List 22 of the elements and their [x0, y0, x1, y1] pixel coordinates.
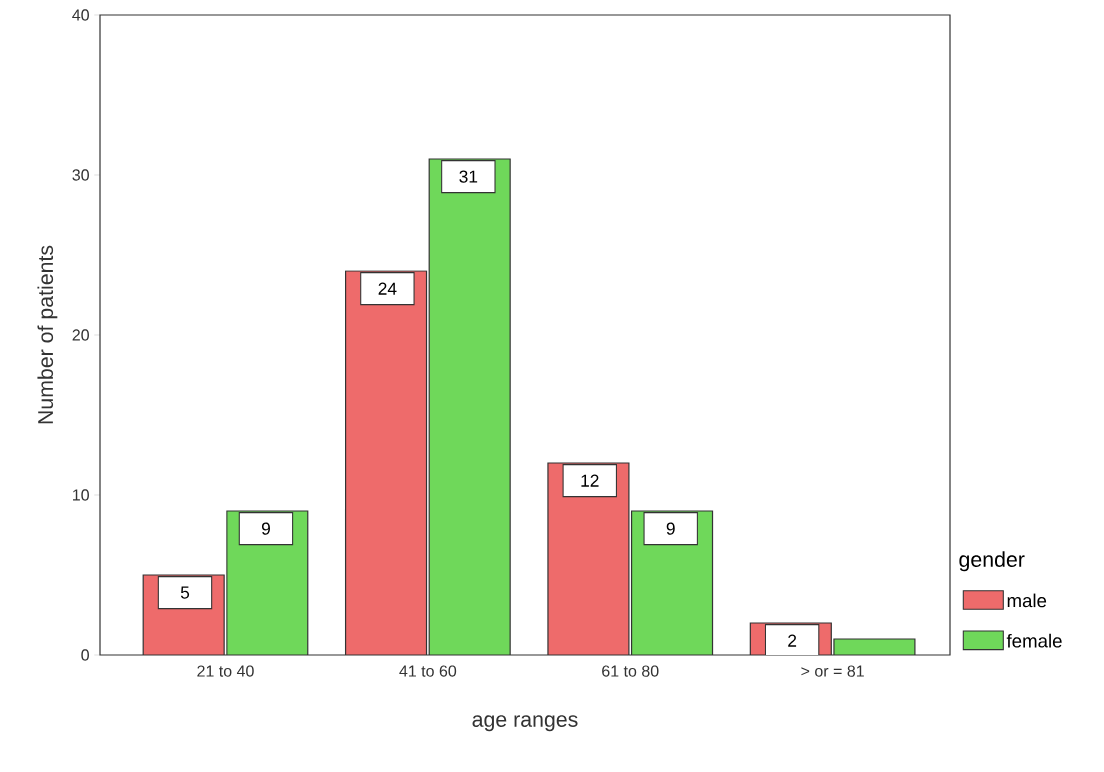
x-tick-label: 61 to 80	[602, 665, 659, 677]
y-tick-label: 30	[72, 169, 89, 181]
data-label: 12	[581, 474, 599, 487]
data-label: 2	[788, 634, 797, 647]
data-label: 9	[261, 522, 270, 535]
y-tick-label: 10	[73, 489, 89, 501]
legend-label: male	[1007, 593, 1047, 608]
data-label: 24	[378, 282, 397, 295]
x-tick-label: 21 to 40	[197, 665, 254, 677]
x-tick-label: > or = 81	[801, 665, 864, 677]
legend-label: female	[1006, 633, 1062, 648]
y-axis-title: Number of patients	[37, 245, 58, 424]
x-tick-label: 41 to 60	[399, 665, 457, 677]
y-tick-label: 40	[72, 9, 89, 21]
y-tick-label: 0	[81, 649, 89, 661]
data-label: 9	[666, 522, 675, 535]
legend-title: gender	[959, 551, 1025, 572]
x-axis-title: age ranges	[472, 715, 578, 732]
bar	[428, 158, 511, 655]
data-label: 5	[180, 586, 190, 599]
y-tick-label: 20	[72, 329, 89, 341]
data-label: 31	[459, 170, 478, 183]
